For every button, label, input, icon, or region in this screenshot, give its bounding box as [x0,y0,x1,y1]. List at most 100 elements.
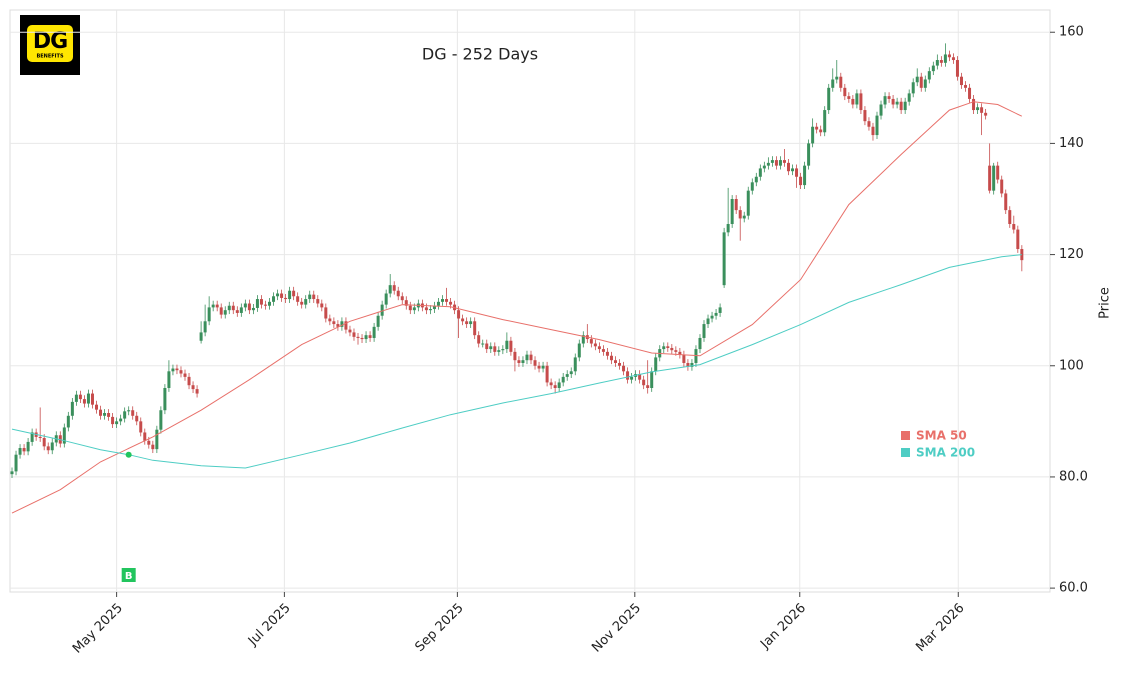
candle-body [521,360,525,363]
candle-body [70,401,74,416]
candle-body [682,354,686,363]
candle-body [211,304,215,308]
candle-body [968,87,972,99]
candle-body [734,198,738,211]
candle-body [605,351,609,356]
candle-body [82,399,86,404]
candle-body [364,335,368,340]
candle-body [223,310,227,315]
candle-body [618,362,622,366]
candle-body [352,332,356,337]
candle-body [923,79,927,88]
candle-body [875,115,879,136]
candle-body [549,382,553,386]
candle-body [183,373,187,377]
candle-body [561,376,565,383]
candle-body [400,296,404,301]
candle-body [167,371,171,388]
candle-body [376,315,380,327]
signal-badge [121,568,136,582]
x-tick-label: Sep 2025 [412,601,466,655]
candle-body [111,416,115,425]
plot-frame [9,9,1051,593]
candle-body [609,355,613,361]
candle-body [372,326,376,338]
candle-body [581,335,585,344]
candle-body [911,82,915,94]
candle-body [449,301,453,305]
candle-body [714,312,718,316]
candle-body [497,350,501,352]
y-tick-label: 100 [1059,358,1084,373]
candle-body [855,93,859,105]
candle-body [746,190,750,216]
candle-body [597,346,601,350]
candle-body [843,87,847,97]
candle-body [292,290,296,297]
candle-body [151,444,155,450]
candle-body [493,346,497,352]
candle-body [541,365,545,369]
candle-body [762,165,766,169]
y-tick-label: 140 [1059,136,1084,151]
candle-body [505,340,509,350]
candle-body [791,168,795,172]
candle-body [939,60,943,63]
candle-body [622,365,626,372]
candle-body [396,290,400,297]
candle-body [980,107,984,113]
candle-body [589,339,593,344]
candle-body [203,321,207,333]
candle-body [927,71,931,80]
candle-body [404,300,408,306]
candle-body [557,382,561,388]
candle-body [509,340,513,352]
candle-body [436,301,440,306]
candle-body [803,165,807,186]
candle-body [445,299,449,302]
candle-body [259,299,263,305]
candle-body [935,60,939,66]
candle-body [778,160,782,166]
candle-body [86,393,90,404]
sma-line [11,101,1023,514]
candle-body [895,101,899,105]
chart-title: DG - 252 Days [422,45,538,64]
candle-body [231,305,235,311]
candle-body [243,303,247,308]
candle-body [847,96,851,99]
candle-body [678,351,682,355]
candle-body [90,393,94,405]
candle-body [795,168,799,177]
candle-body [143,432,147,441]
candle-body [457,310,461,319]
candle-body [191,385,195,390]
x-tick-label: Nov 2025 [589,601,644,656]
legend-swatch [901,431,910,440]
candle-body [879,104,883,116]
candle-body [992,165,996,191]
candle-body [239,307,243,313]
candle-body [1012,224,1016,230]
candle-body [384,293,388,305]
candle-body [412,307,416,311]
candle-body [1016,229,1020,250]
candle-body [175,368,179,371]
candle-body [127,410,131,412]
candle-body [650,371,654,388]
candle-body [139,421,143,433]
candle-body [867,121,871,127]
candle-body [819,129,823,133]
candle-body [428,309,432,311]
candle-body [774,160,778,166]
candle-body [807,143,811,166]
candle-body [738,210,742,219]
candle-body [263,304,267,306]
candle-body [613,360,617,363]
candle-body [984,112,988,116]
candle-body [107,413,111,417]
candle-body [943,54,947,63]
candle-body [348,329,352,333]
candle-body [666,346,670,348]
